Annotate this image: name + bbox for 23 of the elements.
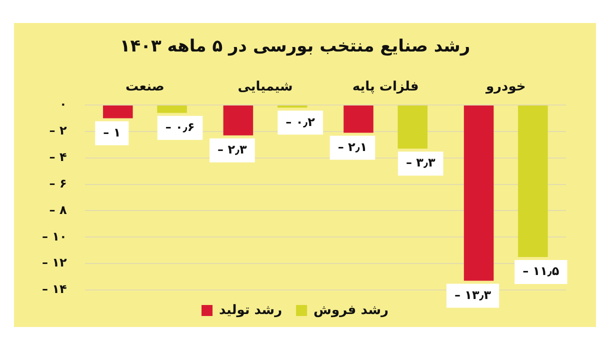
data-label: – ۰٫۶ bbox=[165, 120, 195, 134]
y-tick-label: – ۶ bbox=[49, 176, 67, 190]
data-label: – ۱۱٫۵ bbox=[522, 264, 560, 278]
legend-label: رشد تولید bbox=[219, 302, 282, 318]
x-tick-label: فلزات پایه bbox=[352, 80, 419, 95]
y-tick-label: – ۲ bbox=[49, 124, 68, 138]
data-label: – ۳٫۳ bbox=[406, 156, 436, 170]
data-label: – ۱ bbox=[103, 125, 121, 140]
data-label: – ۱۳٫۳ bbox=[454, 288, 492, 302]
data-label: – ۲٫۱ bbox=[338, 140, 368, 154]
y-tick-label: – ۱۲ bbox=[42, 256, 68, 270]
y-tick-label: – ۴ bbox=[49, 150, 67, 164]
data-label: – ۰٫۲ bbox=[286, 114, 316, 129]
y-tick-label: – ۱۴ bbox=[42, 282, 67, 296]
data-label: – ۲٫۳ bbox=[218, 142, 248, 157]
y-tick-label: ۰ bbox=[60, 97, 67, 112]
y-tick-label: – ۱۰ bbox=[42, 229, 67, 244]
x-tick-label: صنعت bbox=[125, 80, 164, 95]
chart-title: رشد صنایع منتخب بورسی در ۵ ماهه ۱۴۰۳ bbox=[120, 36, 470, 57]
y-tick-label: – ۸ bbox=[49, 202, 68, 217]
x-tick-label: شیمیایی bbox=[238, 80, 293, 95]
x-tick-label: خودرو bbox=[484, 80, 526, 95]
legend-label: رشد فروش bbox=[314, 302, 388, 318]
